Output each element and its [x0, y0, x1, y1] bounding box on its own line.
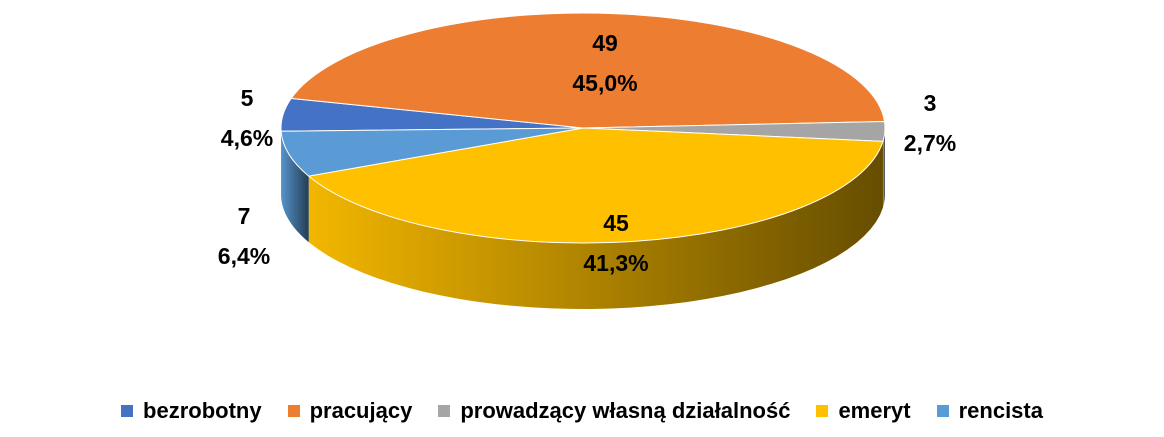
legend-swatch [936, 405, 949, 417]
legend-item: rencista [936, 398, 1043, 424]
legend-label: pracujący [309, 398, 413, 423]
legend-item: prowadzący własną działalność [438, 398, 790, 424]
slice-side-shade [281, 131, 309, 243]
legend-label: prowadzący własną działalność [460, 398, 791, 423]
slice-side-shade [308, 141, 883, 309]
legend-swatch [816, 405, 829, 417]
percentage-label: 6,4% [218, 243, 270, 269]
legend-swatch [438, 405, 451, 417]
chart: 5 4,6% 49 45,0% 3 2,7% 45 41,3% 7 6,4% [218, 12, 956, 309]
legend-item: emeryt [816, 398, 911, 424]
data-label: 3 [924, 90, 937, 116]
data-label: 45 [603, 210, 629, 236]
legend-swatch [287, 405, 300, 417]
slice-side-shade [882, 128, 885, 208]
legend-swatch [121, 405, 134, 417]
legend-label: bezrobotny [143, 398, 262, 423]
data-label: 7 [238, 203, 251, 229]
slice [280, 127, 584, 177]
legend: bezrobotny pracujący prowadzący własną dzi… [0, 398, 1164, 424]
data-label: 49 [592, 30, 618, 56]
percentage-label: 45,0% [572, 70, 637, 96]
data-label: 5 [241, 85, 254, 111]
percentage-label: 2,7% [904, 130, 956, 156]
legend-item: pracujący [287, 398, 413, 424]
percentage-label: 4,6% [221, 125, 273, 151]
legend-label: rencista [958, 398, 1043, 423]
slice [307, 127, 884, 244]
percentage-label: 41,3% [583, 250, 648, 276]
legend-label: emeryt [838, 398, 911, 423]
legend-item: bezrobotny [121, 398, 262, 424]
slice [290, 12, 886, 129]
